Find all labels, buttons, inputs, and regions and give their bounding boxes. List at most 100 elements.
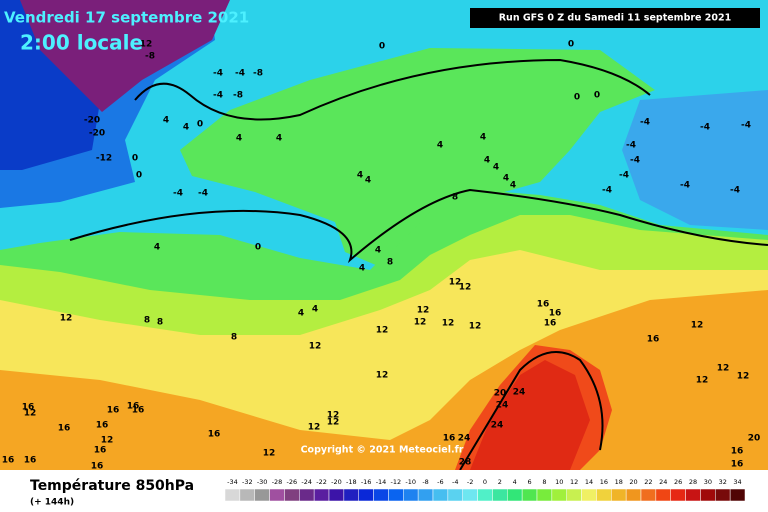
- contour-label: 4: [510, 181, 516, 191]
- run-info: Run GFS 0 Z du Samedi 11 septembre 2021: [499, 13, 732, 24]
- legend-label: 10: [555, 478, 563, 486]
- footer-title: Température 850hPa: [30, 478, 194, 494]
- legend-swatch: [566, 488, 582, 502]
- contour-label: 8: [144, 316, 150, 326]
- green-blob: [180, 48, 655, 266]
- legend-label: -12: [391, 478, 402, 486]
- legend-label: 0: [483, 478, 487, 486]
- contour-label: 4: [298, 309, 304, 319]
- legend-swatch: [551, 488, 567, 502]
- contour-label: 16: [24, 456, 37, 466]
- legend-swatch: [254, 488, 270, 502]
- legend-swatch: [640, 488, 657, 502]
- contour-label: 12: [469, 322, 482, 332]
- legend-label: 30: [704, 478, 712, 486]
- contour-label: 16: [647, 335, 660, 345]
- legend-label: 26: [674, 478, 682, 486]
- legend-swatch: [655, 488, 671, 502]
- legend-swatch: [299, 488, 315, 502]
- contour-label: -20: [84, 116, 100, 126]
- contour-label: -4: [730, 186, 740, 196]
- legend-swatch: [388, 488, 404, 502]
- contour-label: 16: [22, 403, 35, 413]
- contour-label: 12: [442, 319, 455, 329]
- run-box: [470, 8, 760, 28]
- legend-swatch: [432, 488, 449, 502]
- contour-label: 24: [458, 434, 471, 444]
- contour-label: 0: [255, 243, 261, 253]
- legend-swatch: [313, 488, 330, 502]
- contour-label: -4: [602, 186, 612, 196]
- contour-label: 16: [58, 424, 71, 434]
- contour-label: 12: [263, 449, 276, 459]
- contour-label: 12: [414, 318, 427, 328]
- contour-label: 16: [731, 460, 744, 470]
- legend-swatch: [715, 488, 731, 502]
- legend-swatch: [670, 488, 686, 502]
- contour-label: 4: [480, 133, 486, 143]
- contour-label: -12: [96, 154, 112, 164]
- contour-label: 24: [513, 388, 526, 398]
- legend-swatch: [536, 488, 553, 502]
- legend-label: 12: [570, 478, 578, 486]
- legend-swatch: [477, 488, 493, 502]
- contour-label: -4: [630, 156, 640, 166]
- contour-label: 4: [276, 134, 282, 144]
- legend-label: -8: [422, 478, 428, 486]
- contour-label: 4: [503, 174, 509, 184]
- legend-label: -20: [331, 478, 342, 486]
- contour-label: 12: [24, 409, 37, 419]
- legend-swatch: [492, 488, 508, 502]
- contour-label: 12: [327, 418, 340, 428]
- contour-label: 12: [308, 423, 321, 433]
- contour-label: 16: [2, 456, 15, 466]
- contour-label: 4: [359, 264, 365, 274]
- legend-label: -26: [287, 478, 298, 486]
- greenland-cold: [20, 0, 230, 112]
- contour-label: 4: [183, 123, 189, 133]
- contour-label: 20: [748, 434, 761, 444]
- contour-label: -4: [619, 171, 629, 181]
- contour-label: 8: [387, 258, 393, 268]
- contour-label: 8: [452, 193, 458, 203]
- legend-swatch: [403, 488, 419, 502]
- hot-area: [470, 360, 590, 470]
- legend-swatch: [224, 488, 241, 502]
- legend-label: 14: [585, 478, 593, 486]
- copyright: Copyright © 2021 Meteociel.fr: [301, 445, 464, 456]
- contour-label: 16: [549, 309, 562, 319]
- legend-label: 8: [542, 478, 546, 486]
- legend-label: -16: [361, 478, 372, 486]
- legend-label: 16: [600, 478, 608, 486]
- legend-swatch: [373, 488, 389, 502]
- contour-label: 16: [537, 300, 550, 310]
- date: Vendredi 17 septembre 2021: [4, 9, 249, 27]
- contour-label: -4: [700, 123, 710, 133]
- contour-label: 12: [696, 376, 709, 386]
- contour-label: -4: [741, 121, 751, 131]
- contour-label: 4: [375, 246, 381, 256]
- contour-label: 16: [94, 446, 107, 456]
- contour-label: 8: [157, 318, 163, 328]
- legend-label: -2: [467, 478, 473, 486]
- contour-label: 0: [132, 154, 138, 164]
- legend-label: 4: [513, 478, 517, 486]
- legend-label: -10: [405, 478, 416, 486]
- legend-label: -22: [316, 478, 327, 486]
- legend-swatch: [447, 488, 463, 502]
- legend-swatch: [596, 488, 612, 502]
- contour-label: -20: [89, 129, 105, 139]
- contour-label: 12: [60, 314, 73, 324]
- contour-label: -4: [626, 141, 636, 151]
- contour-label: 0: [136, 171, 142, 181]
- contour-label: 16: [127, 402, 140, 412]
- legend-label: 6: [528, 478, 532, 486]
- contour-label: -8: [233, 91, 243, 101]
- legend-label: 34: [733, 478, 741, 486]
- contour-label: 4: [365, 176, 371, 186]
- legend-label: -34: [227, 478, 238, 486]
- contour-label: -4: [680, 181, 690, 191]
- contour: [459, 351, 604, 471]
- legend-swatch: [462, 488, 478, 502]
